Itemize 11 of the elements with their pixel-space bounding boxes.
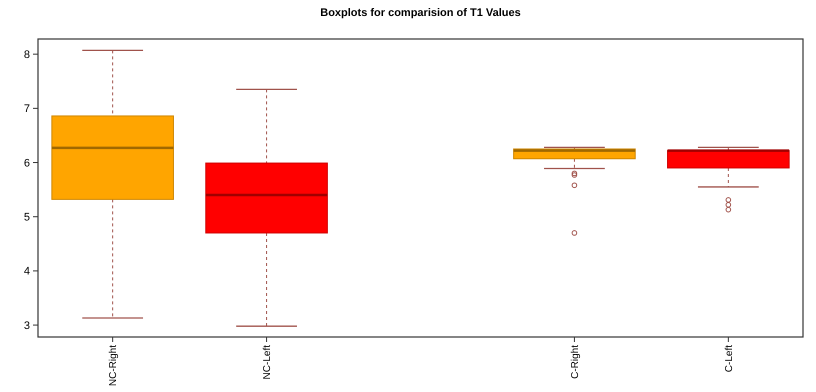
y-tick-label: 4 [24, 266, 30, 278]
chart-title: Boxplots for comparision of T1 Values [320, 7, 521, 19]
y-tick-label: 7 [24, 103, 30, 116]
x-tick-label: NC-Left [262, 344, 274, 380]
x-tick-label: C-Left [724, 344, 735, 372]
y-tick-label: 6 [24, 157, 30, 170]
x-tick-label: C-Right [570, 344, 581, 379]
x-tick-label: NC-Right [108, 344, 120, 386]
y-tick-label: 5 [24, 212, 30, 224]
y-tick-label: 3 [24, 320, 30, 332]
y-tick-label: 8 [24, 49, 30, 62]
